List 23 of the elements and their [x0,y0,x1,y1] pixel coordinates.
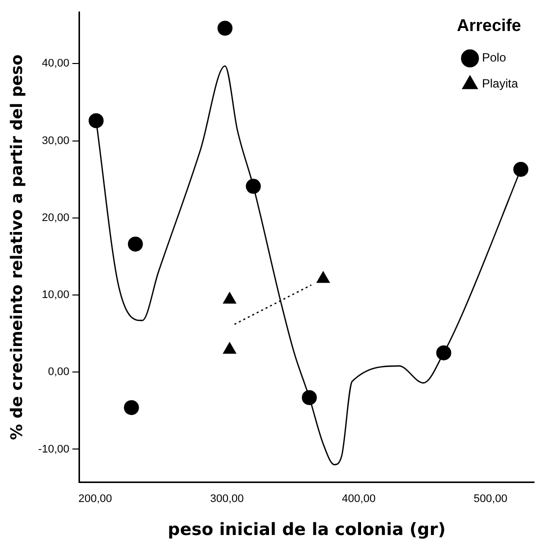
x-tick-label: 300,00 [210,493,244,506]
legend-label: Playita [482,76,518,91]
point [246,178,261,194]
y-tick-label: 10,00 [42,289,70,302]
point [124,400,139,416]
x-tick-label: 200,00 [78,493,112,506]
y-axis-title: % de crecimeinto relativo a partir del peso [6,54,26,440]
point [217,20,232,36]
legend-title: Arrecife [456,16,522,36]
x-axis-title: peso inicial de la colonia (gr) [168,520,446,540]
point [513,162,528,177]
y-tick-label: 20,00 [42,212,70,224]
point [128,236,143,252]
x-tick-label: 500,00 [474,493,508,506]
y-tick-label: 40,00 [42,58,70,70]
y-tick-label: 0,00 [48,366,70,378]
y-tick-label: -10,00 [38,443,70,456]
x-tick-label: 400,00 [342,493,376,506]
point [436,345,452,360]
y-tick-label: 30,00 [42,134,70,147]
legend-label: Polo [482,50,506,65]
point [302,390,317,406]
point [88,113,104,128]
